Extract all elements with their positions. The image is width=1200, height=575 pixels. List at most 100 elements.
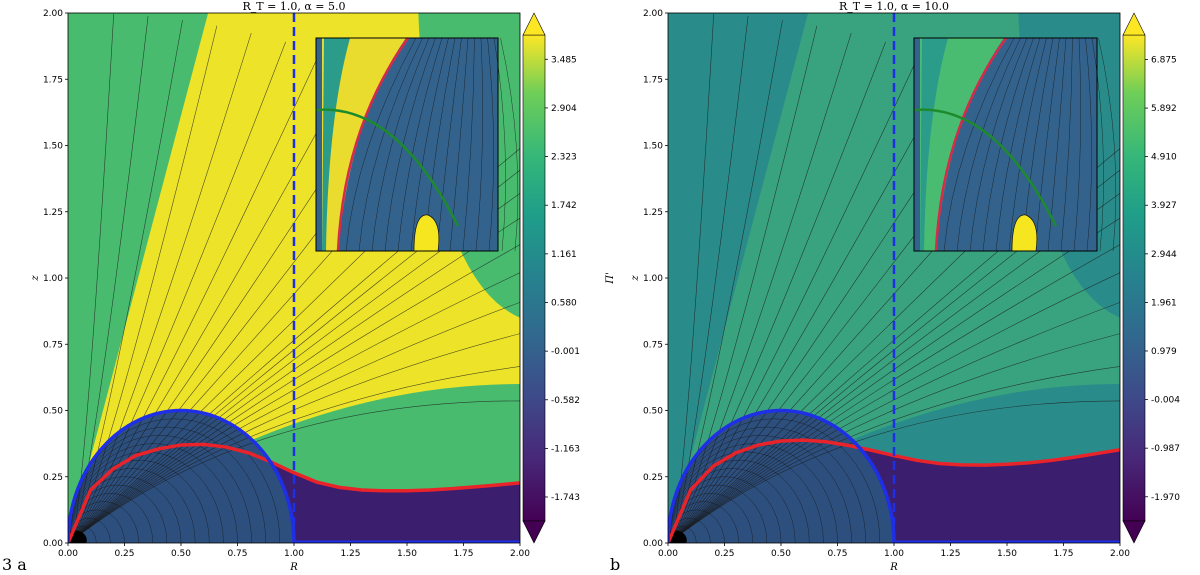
- inset-field-line: [943, 37, 1015, 252]
- colorbar: [1122, 34, 1146, 522]
- x-tick-label: 1.50: [397, 549, 417, 559]
- x-tick-label: 2.00: [510, 549, 530, 559]
- field-line: [672, 52, 921, 541]
- red-boundary-curve: [68, 442, 520, 543]
- colorbar-tick-label: 0.979: [1151, 347, 1177, 357]
- closed-field-line: [68, 476, 182, 543]
- closed-field-line: [68, 435, 252, 543]
- inset-field-line: [1073, 37, 1081, 252]
- closed-field-line: [68, 501, 139, 543]
- closed-field-line: [668, 493, 753, 543]
- field-line: [72, 366, 520, 541]
- inset-field-line: [358, 37, 423, 252]
- field-line: [672, 64, 955, 541]
- inset-green-arc: [913, 108, 1058, 227]
- closed-field-line: [68, 509, 125, 543]
- inset-field-line: [956, 37, 1021, 252]
- y-tick-label: 0.00: [643, 539, 663, 549]
- x-tick-label: 0.25: [714, 549, 734, 559]
- closed-field-line: [668, 468, 796, 543]
- field-line: [672, 272, 1120, 541]
- colorbar-tick-label: 1.161: [551, 250, 577, 260]
- inset-field-line: [410, 37, 449, 252]
- panel-b: 0.00 0.25 0.50 0.75 1.00 1.25 1.50 1.75 2.00 0.00…: [630, 0, 1180, 573]
- colorbar-tick-label: -0.987: [1151, 444, 1180, 454]
- x-tick-label: 1.50: [997, 549, 1017, 559]
- field-line: [72, 193, 520, 541]
- field-line: [72, 244, 520, 541]
- inset-teal-band: [322, 38, 350, 251]
- x-tick-label: 1.25: [940, 549, 960, 559]
- x-tick-label: 1.00: [884, 549, 904, 559]
- field-line: [672, 333, 1120, 541]
- colorbar-tick-label: -0.001: [551, 347, 580, 357]
- colorbar-tick-label: 4.910: [1151, 153, 1177, 163]
- inset-field-line: [995, 37, 1041, 252]
- blue-semicircle-boundary: [68, 408, 296, 543]
- colorbar-tick-label: 3.927: [1151, 201, 1177, 211]
- y-tick-label: 2.00: [43, 9, 63, 19]
- x-tick-label: 0.75: [227, 549, 247, 559]
- y-tick-label: 0.25: [643, 473, 663, 483]
- x-tick-label: 0.00: [658, 549, 678, 559]
- y-tick-label: 0.75: [643, 340, 663, 350]
- colorbar-label: Π': [605, 272, 616, 284]
- y-tick-label: 0.50: [43, 407, 63, 417]
- colorbar-tick-label: 2.944: [1151, 250, 1177, 260]
- closed-field-line: [668, 435, 852, 543]
- closed-field-line: [68, 493, 153, 543]
- colorbar-extend-min: [522, 520, 546, 544]
- x-tick-label: 1.75: [1053, 549, 1073, 559]
- inset-field-line: [449, 37, 469, 252]
- blue-semicircle-boundary: [668, 408, 896, 543]
- x-axis-label: R: [289, 562, 298, 573]
- colorbar-tick-label: 6.875: [1151, 55, 1177, 65]
- inset-field-line: [1060, 37, 1073, 252]
- colorbar-tick-label: 3.485: [551, 55, 577, 65]
- y-axis-label: z: [630, 275, 641, 282]
- y-tick-label: 1.25: [643, 208, 663, 218]
- inset-zoom: [315, 37, 519, 252]
- inset-field-line: [371, 37, 430, 252]
- y-tick-label: 1.00: [643, 274, 663, 284]
- field-line: [72, 32, 252, 541]
- x-tick-label: 0.00: [58, 549, 78, 559]
- closed-field-line: [668, 443, 838, 543]
- closed-field-line: [68, 468, 196, 543]
- field-line: [72, 25, 218, 541]
- closed-field-line: [68, 460, 210, 543]
- panel-label-b: b: [610, 555, 620, 574]
- y-tick-label: 1.50: [643, 142, 663, 152]
- colorbar-tick-label: 1.961: [1151, 298, 1177, 308]
- x-tick-label: 2.00: [1110, 549, 1130, 559]
- y-tick-label: 1.75: [43, 75, 63, 85]
- x-tick-label: 0.75: [827, 549, 847, 559]
- colorbar-tick-label: -1.743: [551, 493, 580, 503]
- colorbar-extend-max: [522, 12, 546, 36]
- colorbar-extend-min: [1122, 520, 1146, 544]
- inset-zoom: [913, 37, 1117, 252]
- colorbar-tick-label: 0.580: [551, 298, 577, 308]
- inset-yellow-blob: [1011, 214, 1038, 252]
- field-line: [72, 13, 114, 541]
- field-line: [672, 13, 714, 541]
- x-tick-label: 1.00: [284, 549, 304, 559]
- colorbar-tick-label: 1.742: [551, 201, 577, 211]
- field-line: [672, 400, 1120, 541]
- x-axis-label: R: [889, 562, 898, 573]
- field-line: [672, 25, 818, 541]
- field-line: [72, 41, 286, 541]
- colorbar-tick-label: -0.004: [1151, 396, 1180, 406]
- colorbar-tick-label: -0.582: [551, 396, 580, 406]
- origin-core: [68, 530, 87, 543]
- x-tick-label: 0.25: [114, 549, 134, 559]
- x-tick-label: 0.50: [171, 549, 191, 559]
- closed-field-line: [668, 476, 782, 543]
- y-tick-label: 1.00: [43, 274, 63, 284]
- inset-yellow-blob: [413, 214, 440, 252]
- closed-field-line: [668, 501, 739, 543]
- field-line: [672, 32, 852, 541]
- inset-field-line: [475, 37, 483, 252]
- inset-teal-band: [920, 38, 948, 251]
- panel-a: 0.00 0.25 0.50 0.75 1.00 1.25 1.50 1.75 2.00 0.00…: [30, 0, 616, 573]
